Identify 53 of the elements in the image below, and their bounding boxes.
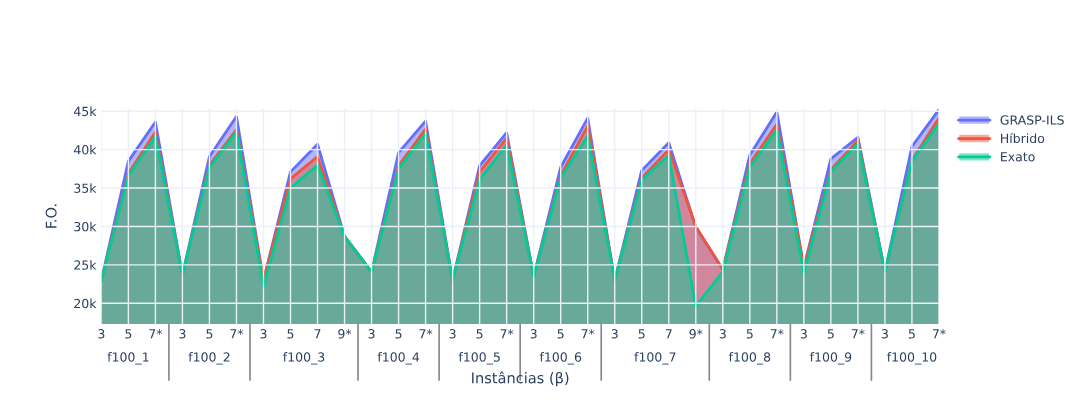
- x-tick-label: 3: [368, 329, 375, 339]
- x-tick-label: 9*: [689, 329, 703, 339]
- x-axis-title: Instâncias (β): [472, 371, 569, 387]
- text: f100_7: [634, 352, 676, 365]
- x-tick-label: 5: [206, 329, 213, 339]
- text: f100_9: [809, 352, 852, 365]
- text: f100_2: [188, 352, 230, 365]
- x-tick-label: 3: [98, 329, 105, 339]
- x-tick-label: 5: [746, 329, 753, 339]
- text: f100_3: [283, 352, 325, 365]
- x-tick-label: 7*: [230, 329, 244, 339]
- x-tick-label: 7*: [149, 329, 163, 339]
- text: f100_10: [887, 352, 937, 365]
- legend-label: Exato: [1001, 152, 1035, 162]
- x-tick-label: 3: [719, 329, 726, 339]
- x-tick-label: 3: [611, 329, 618, 339]
- y-tick-label: 35k: [74, 183, 97, 193]
- x-tick-label: 7*: [419, 329, 433, 339]
- x-tick-label: 5: [827, 329, 834, 339]
- x-tick-label: 9*: [338, 329, 352, 339]
- x-tick-label: 3: [530, 329, 537, 339]
- x-tick-label: 5: [125, 329, 132, 339]
- x-tick-label: 5: [476, 329, 483, 339]
- x-tick-label: 7*: [581, 329, 595, 339]
- x-tick-label: 5: [638, 329, 645, 339]
- y-tick-label: 25k: [74, 260, 97, 270]
- text: f100_6: [539, 352, 582, 365]
- y-axis-title: F.O.: [45, 204, 57, 228]
- x-tick-label: 5: [395, 329, 402, 339]
- y-tick-label: 45k: [73, 106, 97, 117]
- x-tick-label: 7*: [851, 329, 865, 339]
- y-tick-label: 20k: [74, 298, 97, 309]
- x-tick-label: 5: [287, 329, 294, 339]
- x-tick-label: 3: [881, 329, 888, 339]
- x-tick-label: 3: [449, 329, 456, 339]
- y-tick-label: 40k: [73, 144, 97, 155]
- x-tick-label: 5: [908, 329, 915, 339]
- x-tick-label: 3: [179, 329, 186, 339]
- text: f100_5: [458, 352, 500, 365]
- x-tick-label: 5: [557, 329, 564, 339]
- legend-label: Híbrido: [1001, 132, 1045, 144]
- x-tick-label: 7*: [500, 329, 514, 339]
- x-tick-label: 3: [260, 329, 267, 339]
- text: f100_8: [728, 352, 771, 365]
- text: f100_4: [377, 352, 420, 365]
- x-tick-label: 7*: [932, 329, 946, 339]
- text: f100_1: [107, 352, 149, 365]
- legend-label: GRASP-ILS: [1000, 115, 1064, 125]
- x-tick-label: 7: [665, 329, 672, 339]
- y-tick-label: 30k: [74, 221, 97, 232]
- x-tick-label: 7*: [770, 329, 784, 339]
- x-tick-label: 3: [800, 329, 807, 339]
- x-tick-label: 7: [314, 329, 321, 339]
